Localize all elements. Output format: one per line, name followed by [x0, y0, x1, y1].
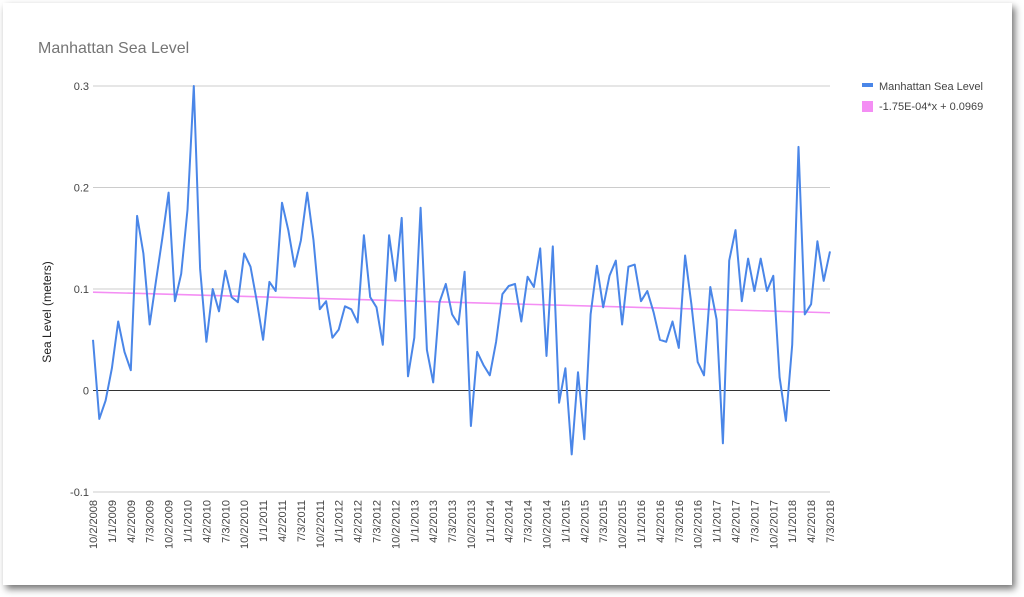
x-tick-label: 4/2/2013: [428, 500, 440, 543]
x-tick-label: 4/2/2011: [277, 500, 289, 542]
y-tick-label: -0.1: [70, 487, 89, 499]
x-tick-label: 7/3/2009: [145, 500, 157, 543]
x-tick-label: 7/3/2011: [296, 500, 308, 542]
y-tick-label: 0.1: [74, 284, 89, 296]
x-tick-label: 1/1/2013: [409, 500, 421, 543]
x-tick-label: 7/3/2012: [371, 500, 383, 543]
y-axis-ticks: -0.1 0 0.1 0.2 0.3: [70, 81, 89, 499]
chart-title: Manhattan Sea Level: [38, 40, 190, 57]
y-tick-label: 0.3: [74, 81, 89, 93]
x-tick-label: 10/2/2010: [239, 500, 251, 549]
legend-swatch-sea-level: [862, 83, 873, 87]
x-tick-label: 4/2/2016: [655, 500, 667, 543]
x-tick-label: 4/2/2015: [579, 500, 591, 543]
x-tick-label: 7/3/2016: [674, 500, 686, 543]
x-tick-label: 4/2/2009: [126, 500, 138, 543]
x-tick-label: 4/2/2012: [353, 500, 365, 543]
x-axis-ticks: 10/2/2008 1/1/2009 4/2/2009 7/3/2009 10/2/20…: [88, 500, 837, 549]
x-tick-label: 4/2/2014: [504, 500, 516, 543]
series-line-sea-level: [92, 85, 831, 456]
x-tick-label: 10/2/2014: [542, 500, 554, 549]
x-tick-label: 7/3/2014: [523, 500, 535, 543]
x-tick-label: 7/3/2018: [825, 500, 837, 543]
legend-label-trendline: -1.75E-04*x + 0.0969: [879, 101, 983, 113]
y-tick-label: 0.2: [74, 183, 89, 195]
x-tick-label: 1/1/2012: [334, 500, 346, 543]
x-tick-label: 4/2/2018: [806, 500, 818, 543]
x-tick-label: 10/2/2009: [164, 500, 176, 549]
x-tick-label: 10/2/2008: [88, 500, 100, 549]
legend-item-trendline[interactable]: -1.75E-04*x + 0.0969: [862, 101, 983, 113]
y-axis-label: Sea Level (meters): [40, 261, 54, 362]
y-tick-label: 0: [83, 386, 89, 398]
x-tick-label: 10/2/2017: [768, 500, 780, 549]
x-tick-label: 1/1/2014: [485, 500, 497, 543]
x-tick-label: 10/2/2013: [466, 500, 478, 549]
x-tick-label: 7/3/2010: [220, 500, 232, 543]
x-tick-label: 7/3/2017: [749, 500, 761, 543]
series-layer: [92, 85, 831, 456]
x-tick-label: 1/1/2018: [787, 500, 799, 543]
x-tick-label: 4/2/2010: [201, 500, 213, 543]
legend-item-sea-level[interactable]: Manhattan Sea Level: [862, 81, 983, 93]
legend[interactable]: Manhattan Sea Level -1.75E-04*x + 0.0969: [862, 81, 983, 113]
x-tick-label: 1/1/2011: [258, 500, 270, 542]
x-tick-label: 4/2/2017: [731, 500, 743, 543]
x-tick-label: 1/1/2015: [560, 500, 572, 543]
legend-label-sea-level: Manhattan Sea Level: [879, 81, 983, 93]
x-tick-label: 10/2/2012: [390, 500, 402, 549]
x-tick-label: 7/3/2015: [598, 500, 610, 543]
x-tick-label: 10/2/2015: [617, 500, 629, 549]
x-tick-label: 10/2/2016: [693, 500, 705, 549]
x-tick-label: 1/1/2016: [636, 500, 648, 543]
x-tick-label: 7/3/2013: [447, 500, 459, 543]
x-tick-label: 1/1/2009: [107, 500, 119, 543]
x-tick-label: 1/1/2017: [712, 500, 724, 543]
gridlines: [93, 85, 830, 493]
x-tick-label: 1/1/2010: [182, 500, 194, 543]
x-tick-label: 10/2/2011: [315, 500, 327, 548]
legend-swatch-trendline: [862, 101, 873, 112]
